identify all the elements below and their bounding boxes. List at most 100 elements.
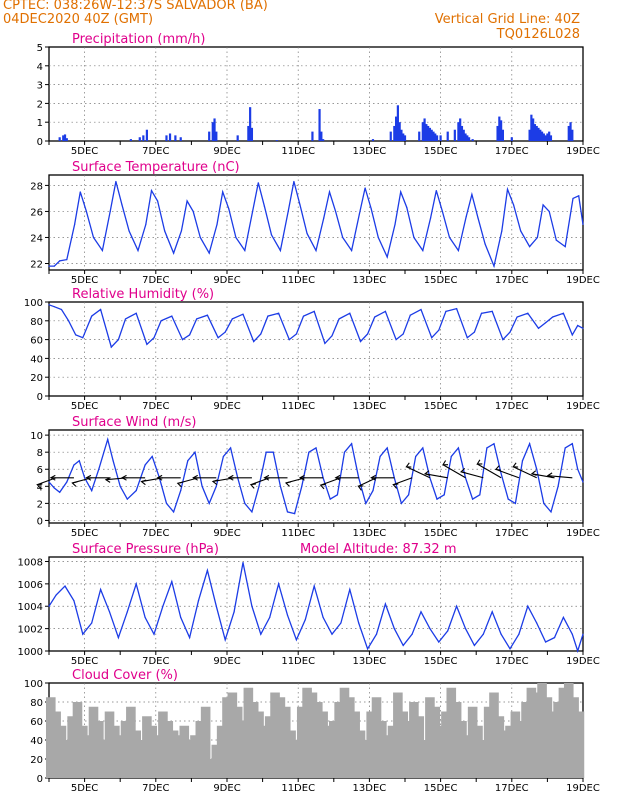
- cloud-cover-bar: [414, 716, 425, 778]
- precipitation-bar: [275, 140, 278, 141]
- wind-point: [201, 485, 203, 487]
- pressure-frame: [48, 556, 584, 652]
- cloud-cover-bar: [152, 735, 163, 778]
- cloud-cover-ytick-label: 60: [30, 717, 43, 728]
- humidity-point: [217, 337, 219, 339]
- precipitation-xtick-label: 5DEC: [71, 146, 98, 157]
- temperature-point: [441, 210, 443, 213]
- cloud-cover-bar: [56, 725, 67, 778]
- cloud-cover-bar: [163, 721, 174, 778]
- precipitation-bar: [571, 129, 574, 141]
- precipitation-bar: [389, 131, 392, 141]
- humidity-point: [582, 327, 584, 329]
- temperature-point: [477, 217, 479, 219]
- wind-point: [443, 494, 445, 496]
- wind-point: [343, 451, 346, 453]
- precipitation-bar: [457, 122, 460, 141]
- wind-ytick-label: 0: [37, 516, 43, 527]
- cloud-cover-xtick-label: 19DEC: [566, 783, 600, 794]
- temperature-point: [512, 204, 515, 206]
- wind-point: [336, 494, 338, 496]
- precipitation-bar: [400, 129, 403, 141]
- cloud-cover-bar: [462, 735, 473, 778]
- precipitation-xtick-label: 11DEC: [281, 146, 315, 157]
- cloud-cover-bar: [329, 721, 339, 778]
- pressure-ytick-label: 1002: [18, 625, 43, 636]
- temperature-point: [287, 210, 289, 213]
- wind-arrow: [263, 474, 288, 481]
- temperature-point: [180, 230, 183, 232]
- precipitation-bar: [168, 133, 172, 141]
- pressure-point: [304, 619, 306, 621]
- cloud-cover-bar: [51, 711, 61, 778]
- cloud-cover-bar: [393, 692, 403, 778]
- pressure-point: [509, 648, 511, 650]
- cloud-cover-bar: [158, 711, 168, 778]
- precipitation-bar: [434, 133, 437, 141]
- precipitation-bar: [165, 135, 168, 141]
- precipitation-bar: [540, 131, 544, 141]
- wind-point: [407, 494, 410, 496]
- precipitation-xtick-label: 7DEC: [142, 146, 169, 157]
- precipitation-bar: [544, 135, 547, 141]
- humidity-point: [571, 334, 573, 336]
- temperature-point: [263, 205, 265, 207]
- pressure-point: [562, 616, 565, 619]
- precipitation-bar: [462, 129, 465, 141]
- precipitation-xtick-label: 15DEC: [424, 146, 458, 157]
- precipitation-bar: [322, 139, 325, 141]
- wind-arrow: [156, 474, 181, 481]
- cloud-cover-xtick-label: 11DEC: [281, 783, 315, 794]
- cloud-cover-bar: [280, 706, 291, 778]
- wind-point: [472, 498, 474, 500]
- pressure-point: [482, 633, 484, 635]
- temperature-point: [435, 190, 437, 192]
- wind-point: [386, 447, 388, 449]
- wind-point: [365, 502, 367, 504]
- cloud-cover-bar: [531, 692, 542, 778]
- precipitation-bar: [145, 129, 148, 141]
- header-line-2: 04DEC2020 40Z (GMT): [3, 12, 154, 27]
- wind-point: [126, 498, 128, 500]
- wind-point: [564, 447, 566, 449]
- precipitation-bar: [542, 133, 545, 141]
- wind-point: [144, 464, 146, 466]
- precipitation-bar: [539, 129, 542, 141]
- wind-point: [229, 447, 232, 449]
- humidity-point: [135, 312, 137, 314]
- cloud-cover-bar: [366, 711, 376, 778]
- temperature-point: [235, 236, 237, 239]
- wind-point: [244, 502, 246, 504]
- precipitation-bar: [421, 122, 424, 141]
- cloud-cover-bar: [451, 702, 462, 778]
- precipitation-bar: [138, 137, 141, 141]
- humidity-point: [231, 318, 233, 320]
- pressure-point: [491, 611, 493, 613]
- temperature-point: [413, 236, 415, 239]
- wind-ytick-label: 8: [37, 448, 43, 459]
- temperature-point: [364, 187, 366, 189]
- cloud-cover-bar: [243, 687, 254, 778]
- humidity-xtick-label: 19DEC: [566, 401, 600, 412]
- precipitation-bar: [464, 133, 467, 141]
- temperature-xtick-label: 13DEC: [353, 275, 387, 286]
- cloud-cover-bar: [232, 706, 243, 778]
- pressure-point: [73, 600, 75, 602]
- precipitation-ytick-label: 3: [37, 81, 43, 92]
- temperature-point: [315, 249, 317, 252]
- humidity-ytick-label: 20: [30, 373, 43, 384]
- humidity-point: [466, 337, 468, 339]
- temperature-point: [208, 252, 210, 254]
- humidity-xtick-label: 9DEC: [213, 401, 240, 412]
- wind-point: [582, 481, 584, 483]
- humidity-point: [527, 312, 529, 314]
- pressure-xtick-label: 9DEC: [213, 656, 240, 667]
- precipitation-bar: [208, 131, 211, 141]
- temperature-point: [386, 256, 388, 258]
- temperature-point: [520, 230, 522, 232]
- humidity-ytick-label: 40: [30, 354, 43, 365]
- pressure-xtick-label: 13DEC: [353, 656, 387, 667]
- cloud-cover-bar: [537, 683, 547, 778]
- temperature-point: [270, 234, 273, 236]
- cloud-cover-xtick-label: 7DEC: [142, 783, 169, 794]
